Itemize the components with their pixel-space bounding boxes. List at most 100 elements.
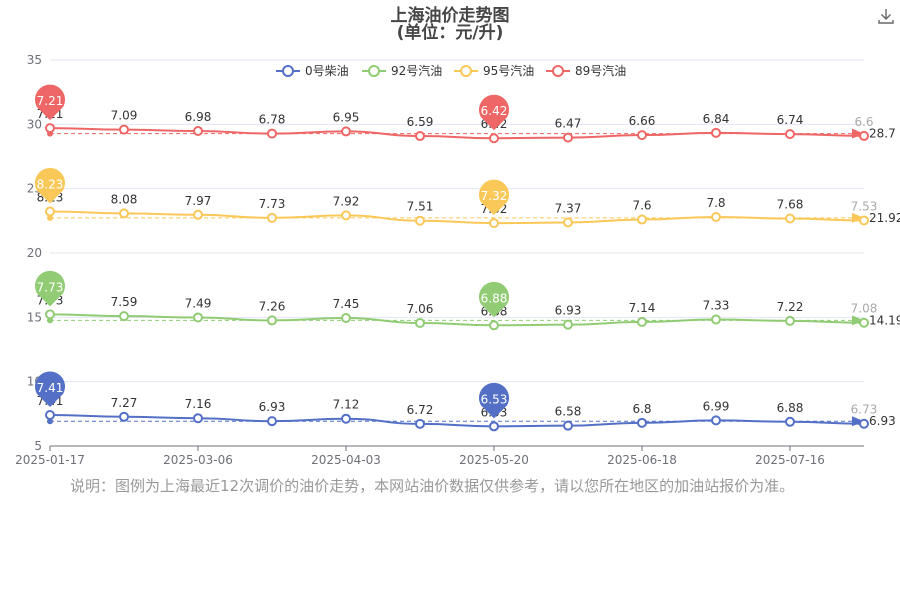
data-label: 7.12 [333, 398, 360, 412]
data-point[interactable] [785, 315, 795, 326]
data-point[interactable] [637, 316, 647, 327]
y-tick-label: 35 [27, 53, 42, 67]
y-tick-label: 20 [27, 246, 42, 260]
series-line [49, 413, 865, 428]
data-point[interactable] [45, 206, 55, 217]
data-point[interactable] [711, 415, 721, 426]
data-label: 7.68 [777, 198, 804, 212]
data-point[interactable] [415, 317, 425, 328]
y-tick-label: 5 [34, 439, 42, 453]
data-point[interactable] [785, 213, 795, 224]
data-point[interactable] [489, 133, 499, 144]
data-point[interactable] [119, 124, 129, 135]
marker-pin [479, 382, 509, 419]
download-icon[interactable] [876, 6, 896, 26]
marker-pin-label: 6.53 [481, 392, 508, 406]
data-point[interactable] [341, 413, 351, 424]
data-label: 7.06 [407, 302, 434, 316]
legend-label[interactable]: 89号汽油 [575, 63, 626, 78]
data-point[interactable] [341, 312, 351, 323]
data-point[interactable] [637, 417, 647, 428]
data-point[interactable] [563, 217, 573, 228]
series-line [49, 210, 865, 225]
data-point[interactable] [415, 215, 425, 226]
series-line [49, 127, 865, 140]
data-point[interactable] [489, 218, 499, 229]
data-label: 7.51 [407, 200, 434, 214]
data-label: 7.26 [259, 299, 286, 313]
data-label: 6.72 [407, 403, 434, 417]
marker-pin-label: 8.23 [37, 177, 64, 191]
data-label: 7.8 [706, 196, 725, 210]
y-tick-label: 30 [27, 117, 42, 131]
data-label: 7.97 [185, 194, 212, 208]
data-point[interactable] [267, 315, 277, 326]
average-label: 21.92 [869, 211, 900, 225]
data-point[interactable] [45, 309, 55, 320]
data-label: 7.6 [632, 199, 651, 213]
data-label: 7.22 [777, 300, 804, 314]
data-point[interactable] [267, 128, 277, 139]
average-label: 28.7 [869, 127, 896, 141]
data-label: 7.33 [703, 299, 730, 313]
data-point[interactable] [563, 420, 573, 431]
chart-subtitle: (单位：元/升) [397, 22, 504, 43]
data-point[interactable] [489, 421, 499, 432]
marker-pin-label: 7.73 [37, 280, 64, 294]
data-label: 6.99 [703, 399, 730, 413]
data-point[interactable] [859, 317, 869, 328]
data-point[interactable] [193, 209, 203, 220]
data-point[interactable] [711, 127, 721, 138]
data-point[interactable] [711, 211, 721, 222]
legend-marker [460, 65, 472, 77]
data-label: 7.59 [111, 295, 138, 309]
legend-label[interactable]: 92号汽油 [391, 63, 442, 78]
data-point[interactable] [193, 312, 203, 323]
data-label: 6.93 [555, 304, 582, 318]
data-point[interactable] [711, 314, 721, 325]
data-point[interactable] [45, 409, 55, 420]
data-point[interactable] [415, 131, 425, 142]
data-point[interactable] [341, 126, 351, 137]
marker-pin-label: 7.32 [481, 189, 508, 203]
legend-marker [282, 65, 294, 77]
data-point[interactable] [193, 126, 203, 137]
data-point[interactable] [785, 416, 795, 427]
data-point[interactable] [415, 418, 425, 429]
data-point[interactable] [119, 411, 129, 422]
data-point[interactable] [859, 215, 869, 226]
data-point[interactable] [45, 123, 55, 134]
marker-pin [34, 270, 66, 307]
data-point[interactable] [119, 311, 129, 322]
data-label: 7.92 [333, 194, 360, 208]
x-tick-label: 2025-03-06 [163, 453, 233, 467]
data-point[interactable] [267, 416, 277, 427]
data-point[interactable] [563, 132, 573, 143]
data-point[interactable] [489, 320, 499, 331]
marker-pin [479, 281, 509, 318]
data-point[interactable] [341, 210, 351, 221]
data-label: 6.93 [259, 400, 286, 414]
data-point[interactable] [859, 418, 869, 429]
legend-marker [552, 65, 564, 77]
data-point[interactable] [785, 129, 795, 140]
legend-marker [368, 65, 380, 77]
data-point[interactable] [637, 130, 647, 141]
y-tick-label: 15 [27, 310, 42, 324]
data-point[interactable] [563, 319, 573, 330]
marker-pin [479, 94, 509, 131]
data-point[interactable] [637, 214, 647, 225]
data-label: 7.49 [185, 296, 212, 310]
data-point[interactable] [193, 413, 203, 424]
marker-pin-label: 7.41 [37, 381, 64, 395]
data-point[interactable] [119, 208, 129, 219]
disclaimer-note: 说明：图例为上海最近12次调价的油价走势，本网站油价数据仅供参考，请以您所在地区… [70, 477, 795, 495]
legend-label[interactable]: 95号汽油 [483, 63, 534, 78]
marker-pin [34, 371, 66, 407]
data-point[interactable] [267, 212, 277, 223]
data-label: 7.16 [185, 397, 212, 411]
legend-label[interactable]: 0号柴油 [305, 64, 349, 78]
data-point[interactable] [859, 130, 869, 141]
data-label: 6.88 [777, 401, 804, 415]
